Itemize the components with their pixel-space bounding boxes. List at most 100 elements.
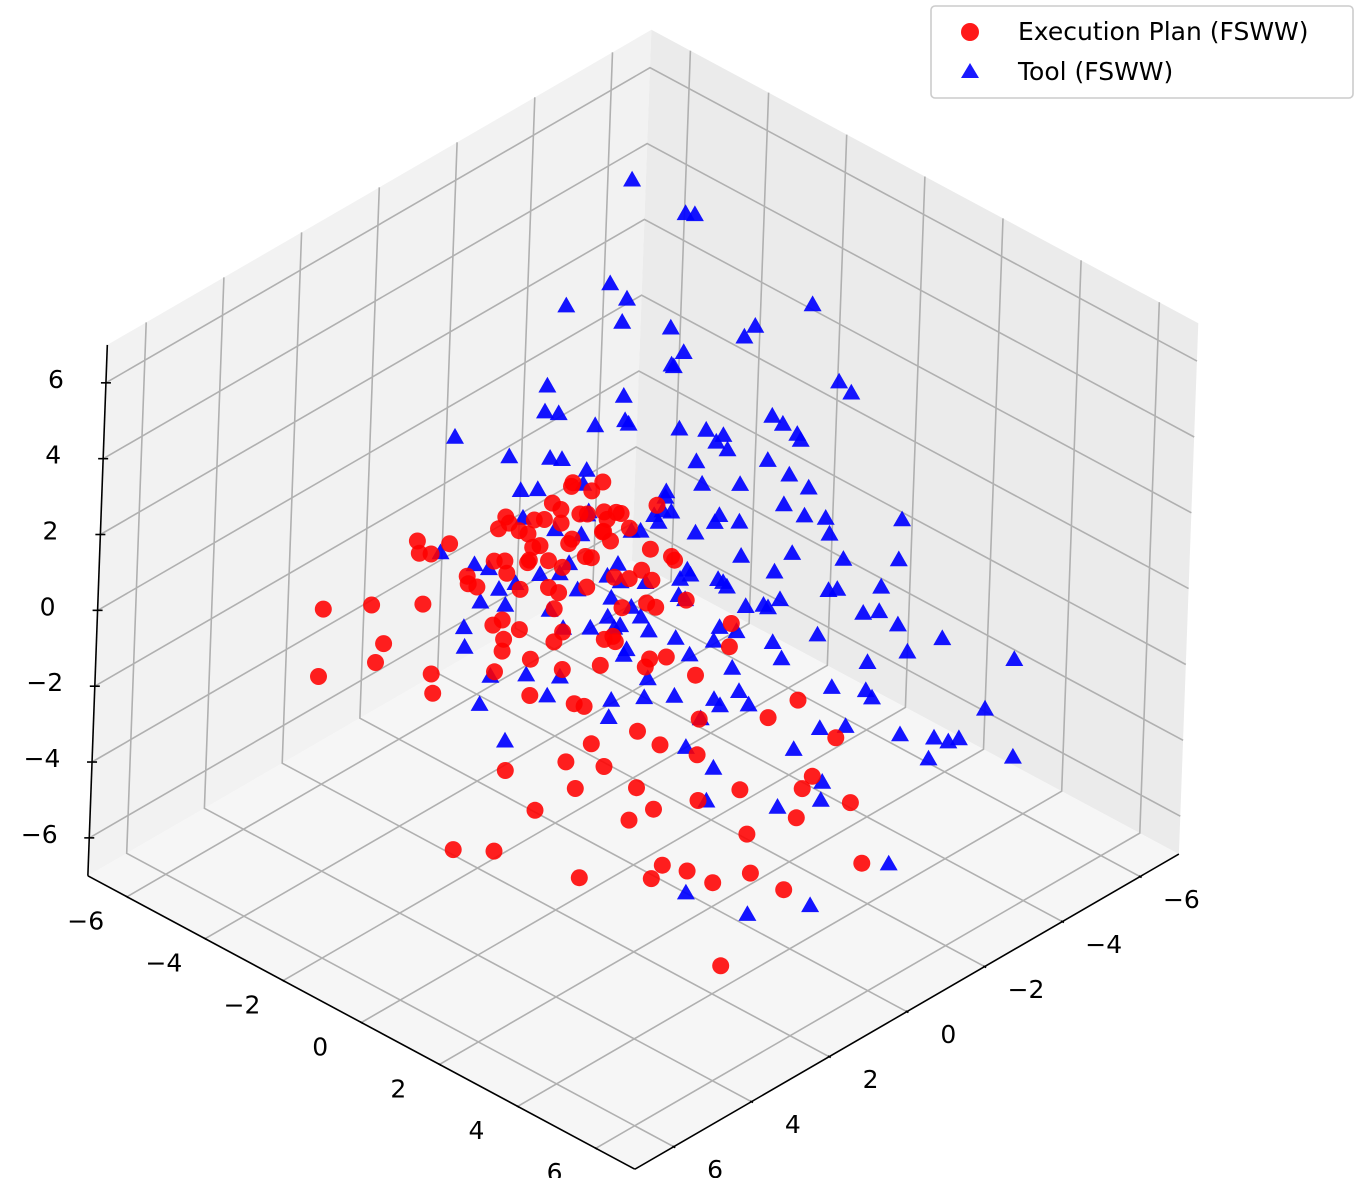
point-execution-plan <box>540 552 557 570</box>
tick-mark-y <box>437 1063 442 1067</box>
point-execution-plan <box>578 578 596 596</box>
point-execution-plan <box>789 691 807 709</box>
point-execution-plan <box>540 579 557 596</box>
point-tool <box>820 524 839 541</box>
point-execution-plan <box>554 623 572 641</box>
point-tool <box>454 618 473 635</box>
tick-label-y: 2 <box>390 1074 406 1103</box>
point-tool <box>738 905 757 921</box>
point-execution-plan <box>741 864 759 882</box>
tick-mark-x <box>827 1055 832 1059</box>
point-tool <box>889 550 908 567</box>
point-execution-plan <box>310 668 327 685</box>
tick-mark-x <box>749 1100 754 1104</box>
point-tool <box>557 296 576 313</box>
tick-label-y: −2 <box>224 991 261 1020</box>
point-execution-plan <box>853 854 871 872</box>
point-tool <box>858 653 877 669</box>
point-tool <box>780 465 799 482</box>
point-execution-plan <box>595 503 613 521</box>
point-tool <box>803 295 822 312</box>
tick-mark-x <box>983 965 987 969</box>
point-execution-plan <box>841 794 859 812</box>
grid-line-z <box>91 445 1184 763</box>
point-tool <box>598 607 617 624</box>
point-tool <box>730 512 749 529</box>
tick-mark-y <box>125 895 129 899</box>
point-execution-plan <box>496 552 514 570</box>
tick-label-z: 4 <box>45 441 61 470</box>
point-execution-plan <box>688 746 706 764</box>
point-tool <box>665 686 684 703</box>
tick-mark-y <box>281 979 286 983</box>
point-execution-plan <box>564 474 582 492</box>
point-execution-plan <box>653 856 671 874</box>
tick-label-z: 0 <box>40 592 56 621</box>
point-tool <box>795 506 814 523</box>
tick-labels: −6 −4 −2 0 2 4 6 −6 −4 −2 0 2 4 6 −6 −4 −2 0 2 4 6 <box>21 365 1200 1178</box>
point-tool <box>736 597 755 613</box>
tick-label-y: −4 <box>145 949 182 978</box>
grid-line-x <box>359 187 908 1013</box>
point-tool <box>601 274 620 291</box>
point-execution-plan <box>552 514 570 532</box>
data-points <box>310 170 1024 975</box>
tick-mark-x <box>672 1145 676 1149</box>
point-execution-plan <box>519 525 537 543</box>
point-tool <box>631 607 650 624</box>
point-tool <box>465 555 484 572</box>
point-execution-plan <box>526 801 544 819</box>
point-tool <box>635 688 654 705</box>
point-tool <box>536 402 554 419</box>
tick-label-x: 6 <box>707 1155 723 1178</box>
tick-mark-x <box>905 1010 909 1014</box>
point-execution-plan <box>620 570 638 588</box>
point-tool <box>602 691 621 707</box>
point-execution-plan <box>552 501 570 518</box>
grid-line-y <box>282 134 848 982</box>
point-tool <box>623 170 642 187</box>
point-execution-plan <box>722 615 740 632</box>
grid-line-y <box>439 218 1004 1066</box>
tick-label-x: 0 <box>940 1020 956 1049</box>
point-tool <box>816 509 835 525</box>
tick-label-z: −2 <box>26 668 63 697</box>
tick-mark-y <box>203 937 208 941</box>
point-execution-plan <box>575 697 593 715</box>
point-tool <box>538 376 557 393</box>
point-tool <box>581 618 600 635</box>
point-tool <box>496 596 515 612</box>
point-execution-plan <box>647 598 665 616</box>
point-tool <box>811 791 830 807</box>
point-tool <box>842 383 861 400</box>
point-execution-plan <box>408 532 426 550</box>
point-tool <box>704 631 723 648</box>
point-tool <box>674 343 693 359</box>
point-tool <box>638 669 657 686</box>
point-tool <box>763 633 782 649</box>
point-execution-plan <box>521 650 539 668</box>
point-execution-plan <box>689 792 707 809</box>
point-tool <box>553 450 571 466</box>
point-execution-plan <box>497 508 515 526</box>
legend-marker-execution-plan <box>961 23 979 41</box>
point-tool <box>511 481 530 497</box>
point-tool <box>599 708 618 724</box>
point-tool <box>834 550 853 566</box>
point-tool <box>531 565 550 581</box>
tick-label-x: −4 <box>1085 930 1122 959</box>
grid-line-z <box>99 218 1192 536</box>
point-tool <box>771 590 789 607</box>
point-tool <box>649 513 668 529</box>
tick-mark-x <box>1138 875 1142 879</box>
tick-label-x: 2 <box>863 1065 879 1094</box>
point-tool <box>784 740 803 756</box>
point-execution-plan <box>521 687 539 704</box>
grid-line-y <box>204 92 770 940</box>
point-tool <box>919 749 938 766</box>
grid-line-z <box>102 142 1195 460</box>
point-execution-plan <box>495 630 513 648</box>
point-execution-plan <box>633 561 651 579</box>
point-execution-plan <box>535 511 553 528</box>
